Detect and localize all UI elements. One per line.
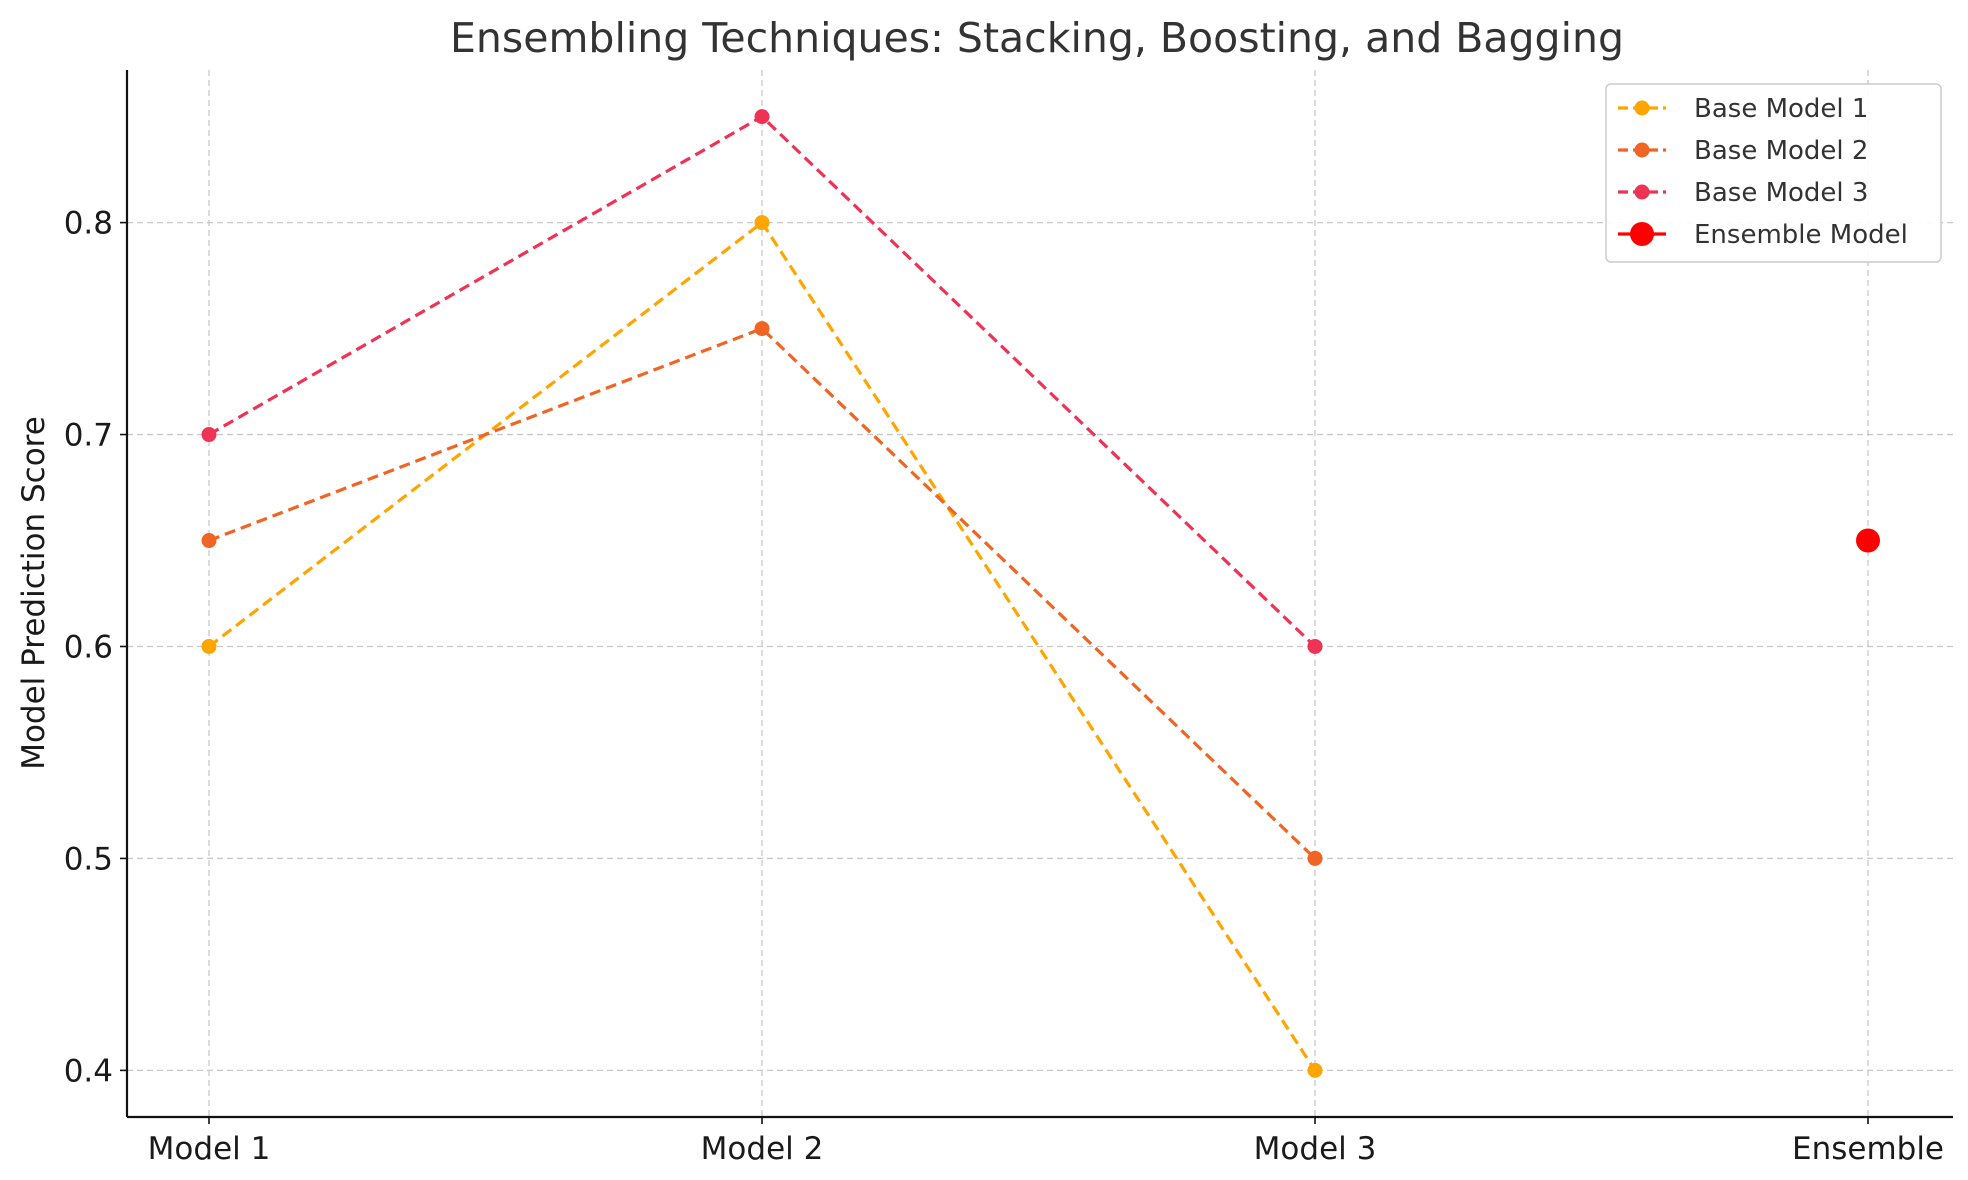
legend-marker bbox=[1630, 222, 1654, 246]
series bbox=[201, 109, 1880, 1078]
data-point bbox=[754, 215, 770, 231]
y-tick-label: 0.6 bbox=[64, 629, 113, 665]
legend: Base Model 1 Base Model 2 Base Model 3 Ense… bbox=[1605, 83, 1942, 263]
series-line bbox=[208, 326, 1317, 860]
legend-label: Base Model 1 bbox=[1694, 94, 1868, 124]
legend-item: Base Model 1 bbox=[1618, 94, 1868, 124]
data-point bbox=[754, 321, 770, 337]
y-axis-label: Model Prediction Score bbox=[16, 416, 52, 770]
legend-marker bbox=[1634, 184, 1650, 200]
data-point bbox=[1307, 850, 1323, 866]
legend-item: Base Model 3 bbox=[1618, 178, 1868, 208]
legend-box bbox=[1605, 83, 1942, 263]
data-point bbox=[754, 109, 770, 125]
series-1 bbox=[201, 215, 1323, 1078]
legend-label: Base Model 3 bbox=[1694, 178, 1868, 208]
series-4 bbox=[1856, 528, 1880, 553]
x-tick-label: Model 1 bbox=[148, 1131, 271, 1167]
data-point bbox=[1856, 528, 1880, 553]
y-tick-label: 0.8 bbox=[64, 206, 113, 242]
y-tick-label: 0.5 bbox=[64, 841, 113, 877]
x-tick-label: Ensemble bbox=[1792, 1131, 1944, 1167]
data-point bbox=[201, 533, 217, 549]
data-point bbox=[1307, 1062, 1323, 1078]
axes bbox=[120, 70, 1953, 1124]
legend-label: Ensemble Model bbox=[1694, 220, 1908, 250]
legend-item: Base Model 2 bbox=[1618, 136, 1868, 166]
series-3 bbox=[201, 109, 1323, 654]
y-tick-label: 0.7 bbox=[64, 418, 113, 454]
x-tick-label: Model 2 bbox=[701, 1131, 824, 1167]
legend-marker bbox=[1634, 142, 1650, 158]
x-tick-label: Model 3 bbox=[1254, 1131, 1377, 1167]
data-point bbox=[201, 638, 217, 654]
chart-title: Ensembling Techniques: Stacking, Boostin… bbox=[450, 14, 1624, 62]
tick-labels: Model 1 Model 2 Model 3 Ensemble 0.4 0.5 0.6 0.… bbox=[64, 206, 1944, 1167]
legend-marker bbox=[1634, 100, 1650, 116]
series-2 bbox=[201, 321, 1323, 866]
legend-item: Ensemble Model bbox=[1618, 220, 1908, 250]
data-point bbox=[201, 427, 217, 443]
legend-label: Base Model 2 bbox=[1694, 136, 1868, 166]
y-tick-label: 0.4 bbox=[64, 1053, 113, 1089]
data-point bbox=[1307, 638, 1323, 654]
